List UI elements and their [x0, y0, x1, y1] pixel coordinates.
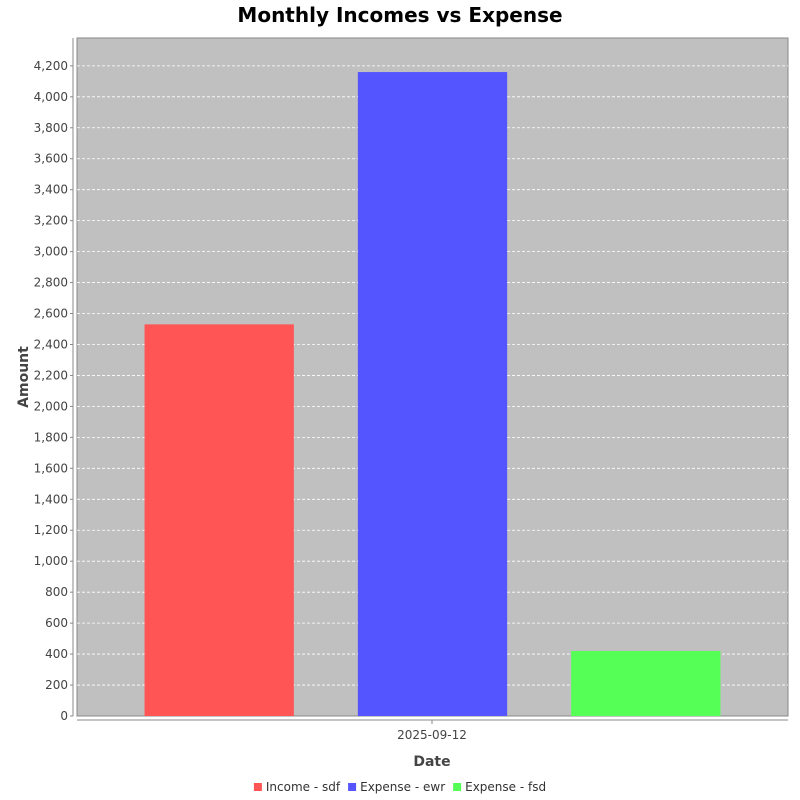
- legend-label: Expense - fsd: [465, 780, 546, 794]
- legend-swatch: [453, 783, 462, 791]
- bar: [571, 650, 721, 716]
- y-tick-label: 0: [60, 709, 68, 723]
- y-tick-label: 3,800: [34, 121, 68, 135]
- y-tick-label: 800: [45, 585, 68, 599]
- x-axis-label: Date: [413, 754, 450, 770]
- y-tick-label: 200: [45, 678, 68, 692]
- legend-swatch: [348, 783, 357, 791]
- axes: 0 200 400 600 800 1,000 1,200 1,400 1,600 1,800 2,…: [34, 38, 788, 742]
- legend-swatch: [253, 783, 262, 791]
- legend-item: Expense - ewr: [348, 780, 445, 794]
- y-tick-label: 400: [45, 647, 68, 661]
- y-tick-label: 1,400: [34, 492, 68, 506]
- legend-label: Income - sdf: [266, 780, 341, 794]
- y-tick-label: 2,000: [34, 399, 68, 413]
- y-axis-label: Amount: [16, 346, 32, 408]
- y-tick-label: 1,200: [34, 523, 68, 537]
- y-tick-label: 4,000: [34, 90, 68, 104]
- y-tick-label: 2,600: [34, 307, 68, 321]
- legend-item: Income - sdf: [253, 780, 341, 794]
- y-tick-label: 1,800: [34, 430, 68, 444]
- legend: Income - sdf Expense - ewr Expense - fsd: [253, 780, 546, 794]
- bar: [357, 72, 508, 716]
- y-tick-label: 1,000: [34, 554, 68, 568]
- y-tick-label: 3,600: [34, 152, 68, 166]
- bar: [144, 324, 294, 716]
- chart-title: Monthly Incomes vs Expense: [237, 3, 562, 27]
- y-tick-label: 2,200: [34, 368, 68, 382]
- y-tick-label: 4,200: [34, 59, 68, 73]
- y-tick-label: 2,800: [34, 276, 68, 290]
- y-tick-label: 3,200: [34, 214, 68, 228]
- bars: [144, 72, 721, 716]
- y-tick-label: 1,600: [34, 461, 68, 475]
- x-tick-label: 2025-09-12: [397, 728, 467, 742]
- y-tick-label: 2,400: [34, 337, 68, 351]
- y-tick-label: 3,400: [34, 183, 68, 197]
- legend-label: Expense - ewr: [360, 780, 445, 794]
- y-tick-label: 600: [45, 616, 68, 630]
- y-tick-label: 3,000: [34, 245, 68, 259]
- legend-item: Expense - fsd: [453, 780, 546, 794]
